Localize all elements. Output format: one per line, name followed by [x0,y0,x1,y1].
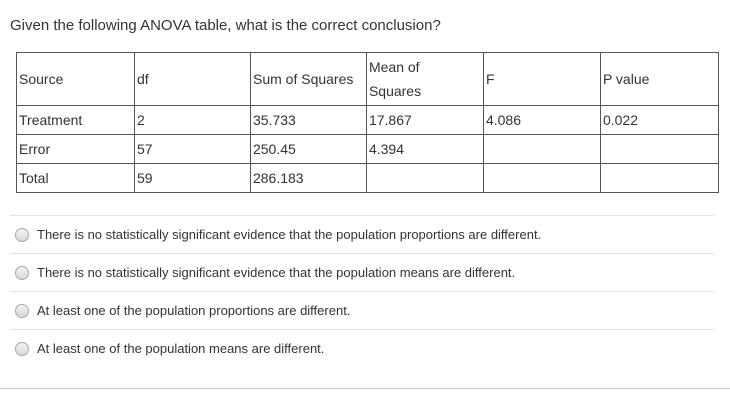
header-f: F [482,52,601,106]
cell-source: Error [15,134,136,164]
cell-df: 2 [134,105,251,135]
cell-df: 59 [134,163,251,193]
cell-sum-of-squares: 250.45 [249,134,367,164]
header-mean-of-squares-line2: Squares [368,83,422,99]
cell-f: 4.086 [482,105,601,135]
table-header-row: Source df Sum of Squares Mean of Squares… [15,52,720,106]
table-row-error: Error 57 250.45 4.394 [15,134,720,164]
answer-options: There is no statistically significant ev… [10,215,714,367]
cell-sum-of-squares: 286.183 [249,163,367,193]
table-row-treatment: Treatment 2 35.733 17.867 4.086 0.022 [15,105,720,135]
answer-option-label[interactable]: There is no statistically significant ev… [37,265,516,280]
cell-source: Treatment [15,105,136,135]
header-sum-of-squares: Sum of Squares [249,52,367,106]
table-row-total: Total 59 286.183 [15,163,720,193]
cell-df: 57 [134,134,251,164]
header-df: df [134,52,251,106]
answer-option-label[interactable]: There is no statistically significant ev… [37,227,542,242]
header-source: Source [15,52,136,106]
cell-sum-of-squares: 35.733 [249,105,367,135]
cell-mean-of-squares [365,163,484,193]
header-mean-of-squares-line1: Mean of [368,59,420,75]
cell-mean-of-squares: 17.867 [365,105,484,135]
header-mean-of-squares: Mean of Squares [365,52,484,106]
cell-mean-of-squares: 4.394 [365,134,484,164]
cell-p-value: 0.022 [599,105,720,135]
anova-table: Source df Sum of Squares Mean of Squares… [15,52,720,193]
header-p-value: P value [599,52,720,106]
bottom-divider [0,388,730,389]
radio-button-icon[interactable] [15,227,29,242]
cell-source: Total [15,163,136,193]
answer-option-1[interactable]: There is no statistically significant ev… [10,215,714,253]
answer-option-2[interactable]: There is no statistically significant ev… [10,253,714,291]
radio-button-icon[interactable] [15,265,29,280]
radio-button-icon[interactable] [15,303,29,318]
cell-p-value [599,163,720,193]
answer-option-label[interactable]: At least one of the population means are… [37,341,325,356]
question-text: Given the following ANOVA table, what is… [10,17,441,34]
cell-p-value [599,134,720,164]
radio-button-icon[interactable] [15,341,29,356]
answer-option-4[interactable]: At least one of the population means are… [10,329,714,367]
cell-f [482,163,601,193]
answer-option-label[interactable]: At least one of the population proportio… [37,303,351,318]
answer-option-3[interactable]: At least one of the population proportio… [10,291,714,329]
cell-f [482,134,601,164]
